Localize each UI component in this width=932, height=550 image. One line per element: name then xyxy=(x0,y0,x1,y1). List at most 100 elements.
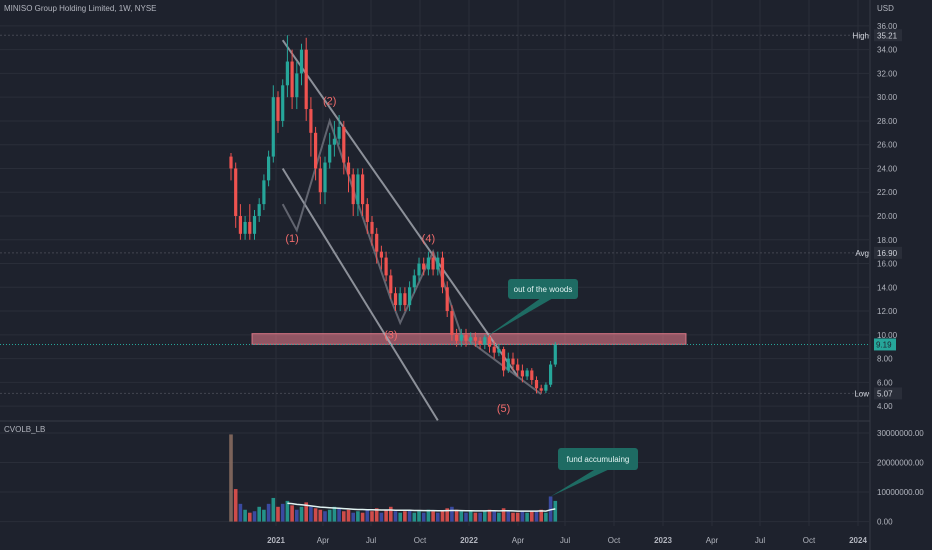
volume-bar xyxy=(379,512,384,522)
volume-bar xyxy=(389,506,393,522)
candle-body xyxy=(276,97,280,121)
candle-body xyxy=(539,388,543,391)
price-tick-label: 20.00 xyxy=(877,212,898,221)
price-markers: High 35.21 Avg 16.90 Low 5.07 9.19 xyxy=(853,29,902,400)
wave-label: (5) xyxy=(497,403,510,415)
candle-body xyxy=(450,311,454,335)
wave-label: (2) xyxy=(323,95,336,107)
price-tick-label: 14.00 xyxy=(877,283,898,292)
volume-bar xyxy=(431,511,435,522)
volume-bar xyxy=(421,512,426,522)
volume-bar xyxy=(384,509,388,522)
candle-body xyxy=(337,126,341,139)
candle-body xyxy=(464,334,468,341)
candle-body xyxy=(281,85,285,121)
volume-bar xyxy=(464,512,468,522)
time-tick-label: Apr xyxy=(317,536,330,545)
wave-label: (4) xyxy=(422,233,435,245)
candle-body xyxy=(234,168,238,216)
candle-body xyxy=(323,162,327,193)
annotations: out of the woods fund accumulaing xyxy=(485,279,638,497)
avg-marker-value: 16.90 xyxy=(877,249,898,258)
candle-body xyxy=(365,204,369,222)
volume-bar xyxy=(280,503,285,522)
volume-bar xyxy=(468,511,473,522)
volume-bar xyxy=(473,512,478,522)
volume-bar xyxy=(290,505,294,522)
callout-out-of-woods-text: out of the woods xyxy=(514,285,573,294)
volume-bar xyxy=(530,511,534,522)
volume-bar xyxy=(393,511,398,522)
volume-bar xyxy=(243,509,247,522)
low-marker-label: Low xyxy=(854,389,869,398)
channel-lower-line xyxy=(281,167,439,421)
candle-body xyxy=(304,49,308,110)
price-tick-label: 12.00 xyxy=(877,307,898,316)
current-price-box xyxy=(874,338,896,351)
indicator-label[interactable]: CVOLB_LB xyxy=(4,425,46,434)
volume-bar xyxy=(295,509,299,522)
time-axis[interactable]: 2021 Apr Jul Oct 2022 Apr Jul Oct 2023 Apr Jul Oct 2… xyxy=(267,536,867,545)
low-marker-box xyxy=(874,387,902,400)
candle-body xyxy=(318,168,322,193)
candle-body xyxy=(478,340,482,345)
candle-body xyxy=(295,73,299,98)
price-axis[interactable]: 4.00 6.00 8.00 10.00 12.00 14.00 16.00 18.00 20.… xyxy=(877,22,898,411)
channel-upper-line xyxy=(281,39,519,377)
candle-body xyxy=(544,384,548,391)
currency-label: USD xyxy=(877,4,894,13)
candle-body xyxy=(299,49,304,74)
time-tick-label: Apr xyxy=(512,536,525,545)
volume-tick-label: 30000000.00 xyxy=(877,429,924,438)
low-marker-value: 5.07 xyxy=(877,389,893,398)
volume-bar xyxy=(327,509,332,522)
candle-body xyxy=(290,61,294,98)
candle-body xyxy=(417,263,421,276)
candle-body xyxy=(398,293,402,306)
price-tick-label: 10.00 xyxy=(877,331,898,340)
volume-bar xyxy=(506,511,511,522)
candlestick-series xyxy=(0,35,870,394)
high-marker-label: High xyxy=(853,31,869,40)
price-tick-label: 4.00 xyxy=(877,402,893,411)
callout-out-of-woods-box xyxy=(508,279,578,299)
volume-bar xyxy=(478,512,482,522)
candle-body xyxy=(370,221,374,234)
high-marker-value: 35.21 xyxy=(877,31,898,40)
candle-body xyxy=(375,233,379,252)
volume-bar xyxy=(276,506,280,522)
candle-body xyxy=(393,293,398,306)
volume-tick-label: 20000000.00 xyxy=(877,458,924,467)
volume-bar xyxy=(238,503,243,522)
volume-bar xyxy=(487,509,492,522)
volume-axis[interactable]: 0.00 10000000.00 20000000.00 30000000.00 xyxy=(877,429,924,527)
candle-body xyxy=(492,346,496,353)
time-tick-label: Jul xyxy=(560,536,570,545)
candle-body xyxy=(243,221,247,234)
candle-body xyxy=(229,156,233,169)
symbol-title[interactable]: MINISO Group Holding Limited, 1W, NYSE xyxy=(4,4,157,13)
candle-body xyxy=(328,144,332,163)
time-tick-label: Oct xyxy=(608,536,621,545)
high-marker-box xyxy=(874,29,902,42)
candle-body xyxy=(553,344,557,365)
wave-label: (3) xyxy=(384,329,397,341)
candle-body xyxy=(445,287,449,312)
price-tick-label: 34.00 xyxy=(877,46,898,55)
price-tick-label: 8.00 xyxy=(877,355,893,364)
descending-channel xyxy=(281,39,519,421)
candle-body xyxy=(459,334,463,341)
candle-body xyxy=(252,216,257,234)
price-tick-label: 30.00 xyxy=(877,93,898,102)
volume-bar xyxy=(342,511,346,522)
volume-bar xyxy=(346,509,351,522)
volume-bar xyxy=(248,512,252,522)
callout-out-of-woods-pointer xyxy=(485,299,552,338)
current-price-value: 9.19 xyxy=(876,340,892,349)
candle-body xyxy=(516,364,520,371)
time-tick-label: Oct xyxy=(414,536,427,545)
candle-body xyxy=(436,257,440,270)
candle-body xyxy=(497,349,501,353)
volume-bar xyxy=(417,511,421,522)
